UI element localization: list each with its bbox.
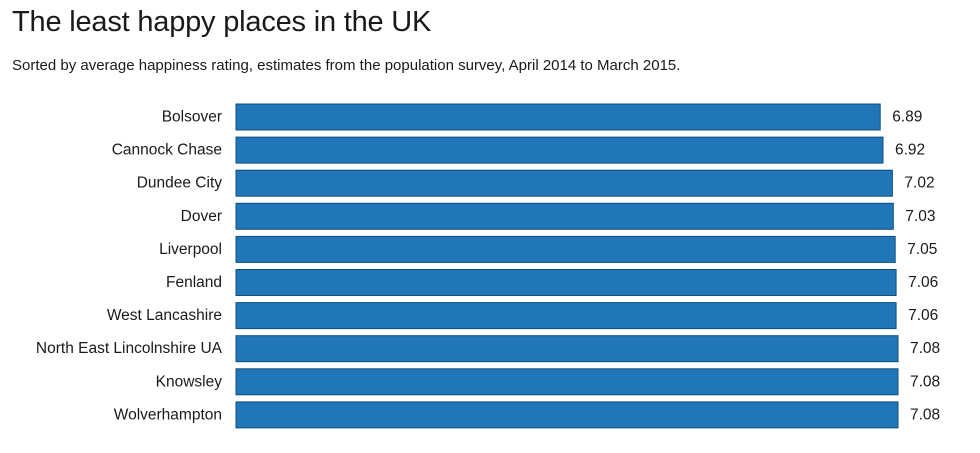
- bar-north-east-lincolnshire-ua: [235, 335, 899, 363]
- value-label: 7.08: [910, 340, 940, 357]
- value-label: 7.02: [904, 175, 934, 192]
- category-label: West Lancashire: [107, 307, 222, 324]
- category-label: Cannock Chase: [112, 142, 222, 159]
- category-label: North East Lincolnshire UA: [36, 340, 223, 357]
- value-labels-group: 6.89 6.92 7.02 7.03 7.05 7.06 7.06 7.08 7.08 7.08: [892, 109, 940, 424]
- category-label: Knowsley: [156, 373, 223, 390]
- bar-west-lancashire: [235, 302, 897, 330]
- bar-dundee-city: [235, 169, 893, 197]
- value-label: 7.05: [907, 241, 937, 258]
- category-label: Fenland: [166, 274, 222, 291]
- value-label: 7.06: [908, 307, 938, 324]
- bars-group: [235, 103, 899, 429]
- chart-title: The least happy places in the UK: [12, 6, 432, 38]
- chart-subtitle: Sorted by average happiness rating, esti…: [12, 57, 681, 74]
- value-label: 7.08: [910, 373, 940, 390]
- bar-fenland: [235, 269, 897, 296]
- value-label: 7.03: [905, 208, 935, 225]
- value-label: 7.08: [910, 406, 940, 423]
- category-label: Dundee City: [137, 175, 223, 192]
- category-label: Wolverhampton: [114, 406, 222, 423]
- category-label: Dover: [181, 208, 222, 225]
- value-label: 6.89: [892, 109, 922, 126]
- category-label: Bolsover: [162, 109, 222, 126]
- bar-knowsley: [235, 368, 899, 396]
- category-labels-group: Bolsover Cannock Chase Dundee City Dover Liv…: [36, 109, 223, 424]
- bar-dover: [235, 202, 894, 230]
- bar-liverpool: [235, 235, 896, 263]
- value-label: 6.92: [895, 142, 925, 159]
- category-label: Liverpool: [159, 241, 222, 258]
- value-label: 7.06: [908, 274, 938, 291]
- bar-bolsover: [235, 103, 881, 131]
- bar-cannock-chase: [235, 136, 884, 164]
- bar-wolverhampton: [235, 401, 899, 429]
